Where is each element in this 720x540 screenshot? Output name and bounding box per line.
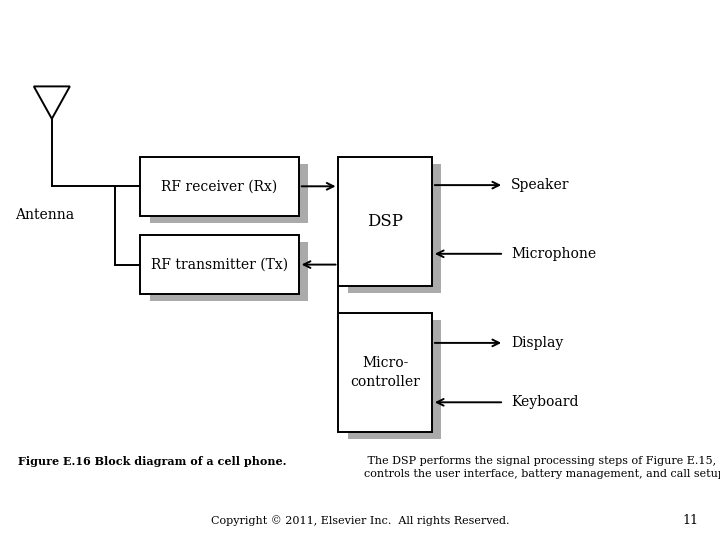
Bar xyxy=(348,320,441,439)
Bar xyxy=(140,157,299,216)
Polygon shape xyxy=(34,86,70,119)
Text: Micro-
controller: Micro- controller xyxy=(350,356,420,389)
Text: Antenna: Antenna xyxy=(15,208,74,222)
Bar xyxy=(338,157,432,286)
Text: DSP: DSP xyxy=(367,213,403,230)
Text: Speaker: Speaker xyxy=(511,178,570,192)
Text: Microphone: Microphone xyxy=(511,247,596,261)
Text: Keyboard: Keyboard xyxy=(511,395,579,409)
Text: Figure E.16 Block diagram of a cell phone.: Figure E.16 Block diagram of a cell phon… xyxy=(18,456,287,467)
Text: RF transmitter (Tx): RF transmitter (Tx) xyxy=(151,258,288,272)
Text: RF receiver (Rx): RF receiver (Rx) xyxy=(161,179,278,193)
Bar xyxy=(150,242,308,301)
Text: Copyright © 2011, Elsevier Inc.  All rights Reserved.: Copyright © 2011, Elsevier Inc. All righ… xyxy=(211,516,509,526)
Bar xyxy=(150,164,308,223)
Text: 11: 11 xyxy=(683,514,698,526)
Bar xyxy=(140,235,299,294)
Bar xyxy=(338,313,432,432)
Text: The DSP performs the signal processing steps of Figure E.15, and the microcontro: The DSP performs the signal processing s… xyxy=(364,456,720,478)
Bar xyxy=(348,164,441,293)
Text: Display: Display xyxy=(511,336,564,350)
